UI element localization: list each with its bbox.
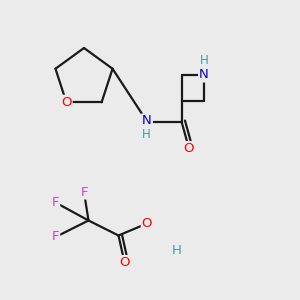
Text: O: O xyxy=(142,217,152,230)
Text: O: O xyxy=(119,256,130,269)
Text: O: O xyxy=(61,96,72,109)
Text: H: H xyxy=(172,244,182,257)
Text: F: F xyxy=(80,185,88,199)
Text: H: H xyxy=(200,54,209,67)
Text: H: H xyxy=(142,128,151,141)
Text: O: O xyxy=(184,142,194,155)
Text: F: F xyxy=(52,230,59,244)
Text: N: N xyxy=(142,114,152,128)
Text: F: F xyxy=(52,196,59,209)
Text: N: N xyxy=(199,68,209,82)
